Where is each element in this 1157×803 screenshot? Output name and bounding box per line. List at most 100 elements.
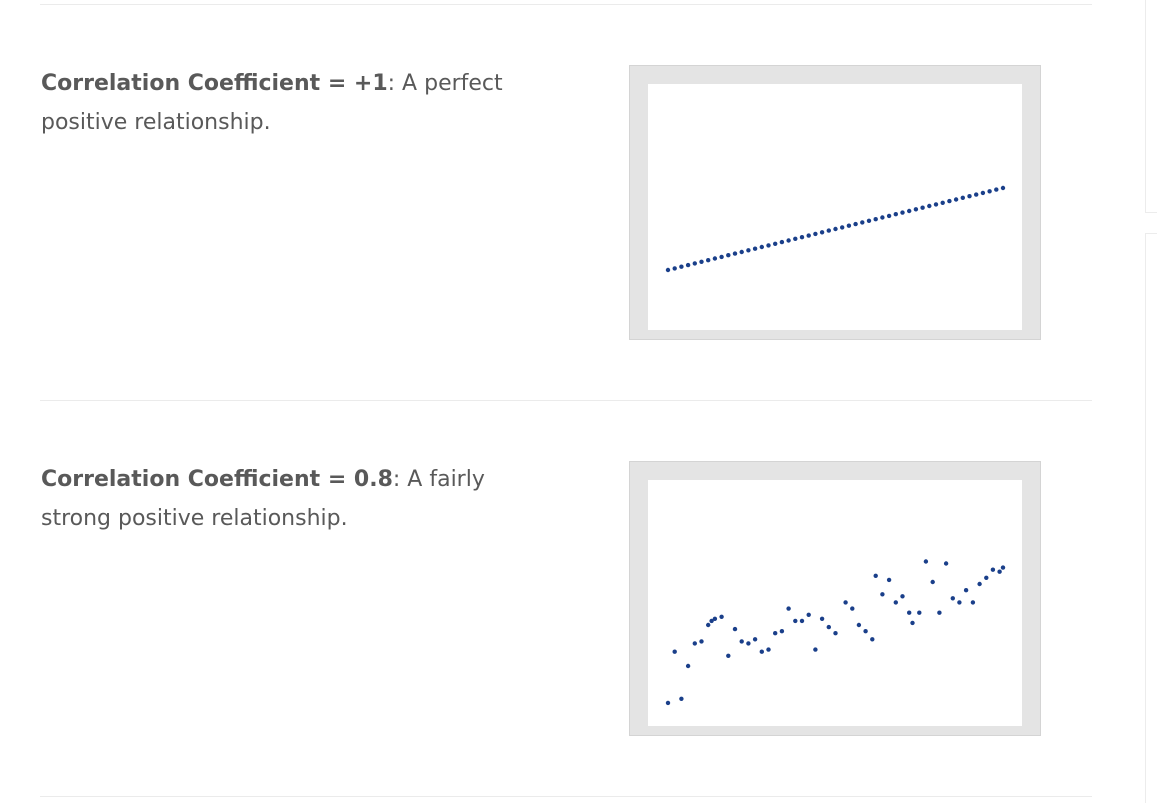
scatter-point (709, 618, 714, 624)
scatter-point (672, 649, 677, 654)
scatter-point (923, 559, 929, 564)
scatter-point (779, 629, 785, 634)
scatter-point (1000, 185, 1006, 191)
scatter-point (773, 241, 778, 246)
scatter-point (974, 192, 979, 197)
scatter-plot-strong-positive (629, 461, 1041, 736)
correlation-plus-one-description: Correlation Coefficient = +1: A perfect … (41, 64, 561, 142)
scatter-point (719, 254, 724, 260)
scatter-point (870, 637, 875, 642)
scatter-plot-svg (665, 559, 1006, 706)
scatter-point (846, 223, 852, 228)
scatter-point (799, 618, 805, 624)
scatter-point (699, 259, 704, 264)
scatter-point (970, 600, 976, 605)
scatter-point (984, 575, 989, 580)
scatter-point (933, 202, 939, 207)
scatter-point (856, 622, 862, 628)
scatter-point (726, 653, 731, 658)
scatter-point (692, 641, 697, 646)
scatter-point (746, 248, 751, 253)
scatter-point (920, 205, 925, 210)
plot-area (648, 84, 1022, 330)
scatter-point (907, 610, 912, 615)
scatter-point (786, 238, 791, 243)
scatter-point (692, 261, 697, 266)
scatter-point (739, 249, 744, 255)
scatter-point (752, 246, 758, 251)
scatter-point (813, 647, 818, 652)
scatter-point (726, 253, 731, 258)
scatter-point (980, 190, 986, 196)
right-rail-panel-top (1145, 0, 1157, 213)
scatter-plot-perfect-positive (629, 65, 1041, 340)
scatter-point (813, 231, 818, 237)
scatter-point (866, 218, 872, 223)
scatter-point (699, 639, 704, 644)
scatter-point (893, 212, 898, 217)
divider-middle (40, 400, 1092, 401)
scatter-point (987, 189, 992, 194)
scatter-point (752, 637, 758, 642)
scatter-point (950, 596, 955, 601)
scatter-point (746, 641, 751, 646)
scatter-point (732, 251, 738, 256)
scatter-point (706, 258, 711, 263)
scatter-point (850, 606, 855, 611)
scatter-point (712, 616, 718, 621)
scatter-point (665, 700, 671, 706)
scatter-point (766, 243, 771, 248)
scatter-point (863, 629, 868, 634)
divider-top (40, 4, 1092, 5)
scatter-point (994, 187, 999, 192)
scatter-point (826, 624, 831, 630)
scatter-point (880, 592, 885, 597)
right-rail-panel-bottom (1145, 233, 1157, 803)
scatter-point (819, 230, 825, 235)
scatter-point (685, 262, 691, 268)
scatter-point (900, 210, 905, 215)
scatter-point (793, 618, 798, 624)
scatter-point (960, 195, 965, 200)
scatter-point (732, 626, 738, 632)
scatter-point (759, 649, 764, 654)
scatter-point (947, 198, 952, 204)
scatter-point (893, 600, 898, 605)
scatter-point (930, 579, 935, 585)
scatter-point (766, 647, 771, 652)
scatter-point (685, 663, 691, 669)
scatter-point (913, 207, 919, 212)
scatter-point (880, 215, 885, 220)
scatter-point (679, 696, 684, 701)
scatter-point (679, 264, 684, 269)
scatter-point (833, 631, 838, 636)
scatter-point (937, 610, 942, 615)
scatter-point (833, 226, 838, 232)
scatter-point (943, 561, 949, 566)
scatter-point (940, 200, 945, 205)
scatter-point (759, 244, 764, 250)
scatter-point (963, 588, 969, 593)
scatter-point (773, 631, 778, 636)
scatter-point (853, 221, 858, 227)
scatter-point (927, 203, 932, 209)
scatter-point (806, 612, 811, 617)
scatter-point (910, 620, 915, 626)
scatter-point (917, 610, 922, 615)
scatter-point (860, 220, 865, 225)
scatter-point (997, 569, 1002, 574)
scatter-plot-svg (665, 185, 1006, 273)
scatter-point (840, 225, 845, 230)
scatter-point (1000, 565, 1006, 570)
scatter-point (977, 581, 982, 587)
scatter-point (819, 616, 825, 621)
scatter-point (886, 577, 892, 583)
scatter-point (806, 233, 811, 238)
scatter-point (843, 600, 848, 605)
correlation-point-eight-description: Correlation Coefficient = 0.8: A fairly … (41, 460, 561, 538)
scatter-point (826, 228, 831, 233)
scatter-point (672, 266, 677, 271)
scatter-point (873, 573, 878, 578)
scatter-point (793, 236, 798, 241)
